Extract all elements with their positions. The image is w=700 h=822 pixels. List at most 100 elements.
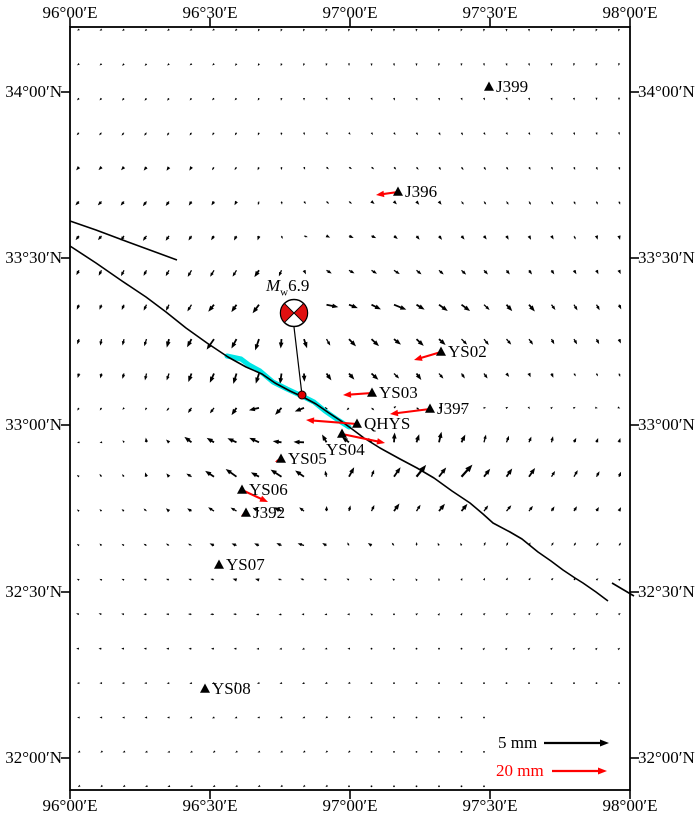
vector-arrow-head xyxy=(346,578,350,581)
vector-arrow-head xyxy=(144,133,147,136)
vector-arrow-head xyxy=(231,408,237,416)
vector-arrow-head xyxy=(484,505,489,510)
station-label-ys06: YS06 xyxy=(249,480,288,499)
vector-arrow-head xyxy=(347,505,352,510)
vector-arrow-head xyxy=(165,578,169,581)
vector-dot xyxy=(393,751,395,753)
vector-arrow-head xyxy=(99,407,103,411)
vector-arrow-head xyxy=(77,716,80,719)
vector-arrow-head xyxy=(527,235,532,240)
vector-arrow-head xyxy=(573,63,576,66)
fault-trace-line xyxy=(611,582,635,597)
vector-arrow-head xyxy=(254,543,259,547)
vector-arrow-head xyxy=(257,716,260,719)
vector-arrow-head xyxy=(438,577,441,581)
lon-label-bottom-97-00: 97°00′E xyxy=(322,796,378,815)
vector-arrow-head xyxy=(595,339,600,345)
vector-arrow-head xyxy=(528,577,531,581)
gps-stations xyxy=(200,81,494,693)
vector-arrow-head xyxy=(482,577,486,581)
vector-arrow-head xyxy=(76,474,80,478)
station-marker xyxy=(484,81,494,91)
vector-arrow-head xyxy=(121,647,124,650)
vector-arrow-head xyxy=(617,269,621,275)
vector-arrow-head xyxy=(208,305,214,312)
vector-arrow-head xyxy=(166,647,169,650)
vector-arrow-head xyxy=(304,235,308,238)
station-displacement-arrow-head xyxy=(343,391,352,398)
vector-arrow-head xyxy=(440,467,447,474)
station-label-ys02: YS02 xyxy=(448,342,487,361)
vector-arrow-head xyxy=(280,784,284,788)
vector-arrow-head xyxy=(300,578,304,581)
vector-arrow-head xyxy=(437,431,443,439)
vector-arrow-head xyxy=(99,543,103,547)
vector-arrow-head xyxy=(416,504,421,510)
vector-arrow-head xyxy=(347,97,350,101)
vector-arrow-head xyxy=(212,63,215,66)
vector-arrow-head xyxy=(122,750,126,753)
vector-arrow-head xyxy=(507,505,512,510)
vector-arrow-head xyxy=(324,613,328,616)
vector-arrow-head xyxy=(302,784,306,788)
vector-arrow-head xyxy=(392,97,395,101)
vector-arrow-head xyxy=(482,235,487,240)
station-displacement-arrow-head xyxy=(390,409,399,417)
vector-arrow xyxy=(393,470,399,478)
lat-label-left-33-30: 33°30′N xyxy=(5,248,62,267)
vector-arrow-head xyxy=(370,613,373,616)
vector-arrow-head xyxy=(233,613,236,616)
vector-arrow-head xyxy=(100,784,104,788)
vector-arrow-head xyxy=(348,373,355,380)
vector-arrow-head xyxy=(438,235,443,240)
lat-label-left-32-30: 32°30′N xyxy=(5,582,62,601)
vector-arrow-head xyxy=(293,439,300,445)
lat-label-right-34-00: 34°00′N xyxy=(638,82,695,101)
vector-arrow-head xyxy=(550,97,553,101)
vector-arrow-head xyxy=(99,441,103,444)
vector-arrow-head xyxy=(439,503,445,510)
vector-arrow-head xyxy=(166,341,171,348)
vector-arrow-head xyxy=(277,578,281,581)
vector-arrow-head xyxy=(418,304,425,310)
vector-arrow-head xyxy=(189,62,193,66)
vector-arrow-head xyxy=(483,132,486,136)
vector-arrow-head xyxy=(324,470,328,476)
vector-arrow-head xyxy=(550,577,554,581)
vector-arrow-head xyxy=(77,28,80,31)
vector-arrow-head xyxy=(188,236,193,241)
lon-label-bottom-96-00: 96°00′E xyxy=(42,796,98,815)
vector-arrow-head xyxy=(206,437,214,444)
vector-arrow-head xyxy=(596,542,599,546)
vector-arrow-head xyxy=(369,578,373,581)
vector-arrow-head xyxy=(346,407,350,411)
vector-arrow-head xyxy=(210,578,214,581)
vector-arrow-head xyxy=(188,408,192,413)
vector-arrow-head xyxy=(415,28,418,32)
vector-dot xyxy=(483,716,485,719)
vector-arrow-head xyxy=(256,682,260,685)
vector-arrow-head xyxy=(187,508,192,513)
legend-scale-arrow-head xyxy=(598,767,607,775)
vector-arrow-head xyxy=(210,613,213,616)
vector-arrow-head xyxy=(187,272,192,277)
vector-arrow-head xyxy=(415,235,420,240)
vector-arrow-head xyxy=(234,682,237,685)
vector-arrow-head xyxy=(324,647,328,650)
vector-arrow-head xyxy=(234,716,238,719)
vector-arrow-head xyxy=(144,98,147,101)
vector-arrow-head xyxy=(122,63,125,66)
vector-arrow-head xyxy=(528,202,531,205)
legend-scale-arrow-head xyxy=(600,739,609,747)
vector-arrow-head xyxy=(595,437,599,443)
vector-arrow-head xyxy=(252,307,259,314)
vector-arrow-head xyxy=(416,407,420,410)
vector-arrow-head xyxy=(415,97,418,101)
vector-dot xyxy=(415,716,418,719)
vector-arrow-head xyxy=(166,682,170,685)
vector-arrow-head xyxy=(399,305,407,310)
vector-arrow-head xyxy=(77,784,81,788)
vector-arrow-head xyxy=(205,470,212,477)
vector-arrow-head xyxy=(617,339,621,344)
vector-arrow-head xyxy=(211,201,216,206)
